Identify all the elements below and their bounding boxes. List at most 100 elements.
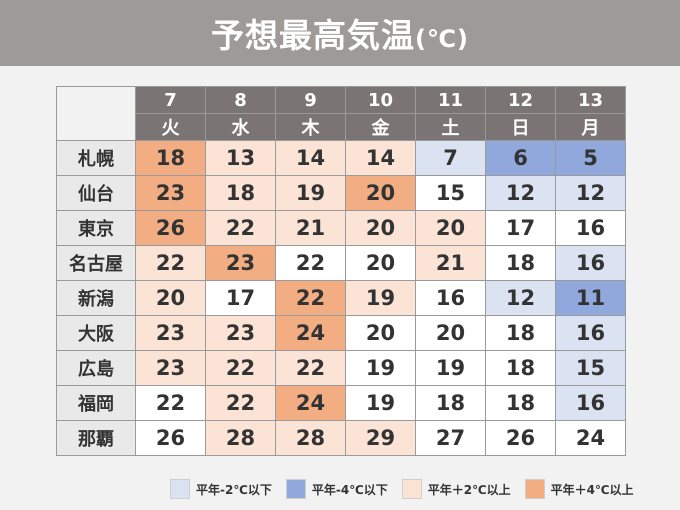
temp-cell: 18 bbox=[485, 385, 556, 421]
table-row: 福岡 22 22 24 19 18 18 16 bbox=[56, 385, 626, 421]
temp-cell: 22 bbox=[135, 385, 206, 421]
temp-cell: 27 bbox=[415, 420, 486, 456]
temp-cell: 20 bbox=[415, 315, 486, 351]
date-header: 7 bbox=[135, 86, 206, 114]
temp-cell: 5 bbox=[555, 140, 626, 176]
temp-cell: 12 bbox=[555, 175, 626, 211]
table-row: 東京 26 22 21 20 20 17 16 bbox=[56, 210, 626, 246]
forecast-table-container: 7 8 9 10 11 12 13 火 水 木 金 土 日 月 札幌 18 bbox=[56, 86, 626, 456]
temp-cell: 23 bbox=[205, 315, 276, 351]
weekday-header: 土 bbox=[415, 113, 486, 141]
temp-cell: 16 bbox=[555, 315, 626, 351]
city-name: 東京 bbox=[56, 210, 136, 246]
temp-cell: 14 bbox=[275, 140, 346, 176]
temp-cell: 24 bbox=[275, 385, 346, 421]
temp-cell: 20 bbox=[345, 245, 416, 281]
weekday-header-row: 火 水 木 金 土 日 月 bbox=[57, 113, 626, 141]
date-header: 13 bbox=[555, 86, 626, 114]
weekday-header: 木 bbox=[275, 113, 346, 141]
table-row: 大阪 23 23 24 20 20 18 16 bbox=[56, 315, 626, 351]
temp-cell: 19 bbox=[345, 280, 416, 316]
temp-cell: 17 bbox=[205, 280, 276, 316]
temp-cell: 22 bbox=[205, 385, 276, 421]
weekday-header: 日 bbox=[485, 113, 556, 141]
temp-cell: 22 bbox=[205, 350, 276, 386]
temp-cell: 20 bbox=[345, 210, 416, 246]
temp-cell: 19 bbox=[275, 175, 346, 211]
temp-cell: 23 bbox=[205, 245, 276, 281]
temp-cell: 22 bbox=[275, 245, 346, 281]
temp-cell: 17 bbox=[485, 210, 556, 246]
title-text: 予想最高気温 bbox=[211, 16, 415, 55]
city-name: 札幌 bbox=[56, 140, 136, 176]
temp-cell: 18 bbox=[485, 315, 556, 351]
temp-cell: 22 bbox=[275, 280, 346, 316]
temp-cell: 26 bbox=[135, 210, 206, 246]
city-name: 新潟 bbox=[56, 280, 136, 316]
temp-cell: 18 bbox=[135, 140, 206, 176]
temp-cell: 7 bbox=[415, 140, 486, 176]
temp-cell: 14 bbox=[345, 140, 416, 176]
city-name: 仙台 bbox=[56, 175, 136, 211]
temp-cell: 23 bbox=[135, 350, 206, 386]
table-row: 名古屋 22 23 22 20 21 18 16 bbox=[56, 245, 626, 281]
city-name: 大阪 bbox=[56, 315, 136, 351]
temp-cell: 20 bbox=[345, 175, 416, 211]
temp-cell: 24 bbox=[555, 420, 626, 456]
date-header: 8 bbox=[205, 86, 276, 114]
temp-cell: 23 bbox=[135, 175, 206, 211]
city-name: 名古屋 bbox=[56, 245, 136, 281]
legend-swatch bbox=[170, 479, 190, 499]
legend-label: 平年-2℃以下 bbox=[196, 482, 272, 497]
title-unit: (℃) bbox=[415, 25, 469, 53]
temp-cell: 13 bbox=[205, 140, 276, 176]
date-header-row: 7 8 9 10 11 12 13 bbox=[56, 86, 626, 141]
table-row: 新潟 20 17 22 19 16 12 11 bbox=[56, 280, 626, 316]
weekday-header: 水 bbox=[205, 113, 276, 141]
temp-cell: 28 bbox=[205, 420, 276, 456]
temp-cell: 16 bbox=[555, 210, 626, 246]
temp-cell: 16 bbox=[555, 245, 626, 281]
temp-cell: 20 bbox=[135, 280, 206, 316]
temp-cell: 15 bbox=[555, 350, 626, 386]
city-name: 那覇 bbox=[56, 420, 136, 456]
legend: 平年-2℃以下 平年-4℃以下 平年＋2℃以上 平年＋4℃以上 bbox=[170, 479, 648, 499]
table-row: 広島 23 22 22 19 19 18 15 bbox=[56, 350, 626, 386]
weekday-header: 金 bbox=[345, 113, 416, 141]
city-name: 福岡 bbox=[56, 385, 136, 421]
temp-cell: 19 bbox=[345, 350, 416, 386]
corner-cell bbox=[56, 86, 136, 141]
weekday-header: 月 bbox=[555, 113, 626, 141]
legend-label: 平年＋2℃以上 bbox=[427, 482, 511, 497]
temp-cell: 19 bbox=[415, 350, 486, 386]
temp-cell: 18 bbox=[485, 245, 556, 281]
legend-label: 平年-4℃以下 bbox=[311, 482, 388, 497]
temp-cell: 12 bbox=[485, 175, 556, 211]
date-header: 9 bbox=[275, 86, 346, 114]
temp-cell: 6 bbox=[485, 140, 556, 176]
temp-cell: 19 bbox=[345, 385, 416, 421]
date-header: 10 bbox=[345, 86, 416, 114]
table-row: 札幌 18 13 14 14 7 6 5 bbox=[56, 140, 626, 176]
table-row: 那覇 26 28 28 29 27 26 24 bbox=[56, 420, 626, 456]
forecast-body: 札幌 18 13 14 14 7 6 5 仙台 23 18 19 20 15 1… bbox=[56, 140, 626, 456]
temp-cell: 15 bbox=[415, 175, 486, 211]
temp-cell: 18 bbox=[415, 385, 486, 421]
temp-cell: 26 bbox=[135, 420, 206, 456]
legend-item-below2: 平年-2℃以下 bbox=[170, 479, 272, 499]
date-header: 11 bbox=[415, 86, 486, 114]
page-title: 予想最高気温(℃) bbox=[211, 9, 469, 57]
table-row: 仙台 23 18 19 20 15 12 12 bbox=[56, 175, 626, 211]
forecast-table: 7 8 9 10 11 12 13 火 水 木 金 土 日 月 札幌 18 bbox=[56, 86, 626, 456]
date-header: 12 bbox=[485, 86, 556, 114]
temp-cell: 21 bbox=[415, 245, 486, 281]
temp-cell: 21 bbox=[275, 210, 346, 246]
temp-cell: 26 bbox=[485, 420, 556, 456]
temp-cell: 29 bbox=[345, 420, 416, 456]
legend-item-above2: 平年＋2℃以上 bbox=[401, 479, 511, 499]
temp-cell: 22 bbox=[135, 245, 206, 281]
temp-cell: 20 bbox=[345, 315, 416, 351]
temp-cell: 24 bbox=[275, 315, 346, 351]
temp-cell: 18 bbox=[485, 350, 556, 386]
temp-cell: 18 bbox=[205, 175, 276, 211]
